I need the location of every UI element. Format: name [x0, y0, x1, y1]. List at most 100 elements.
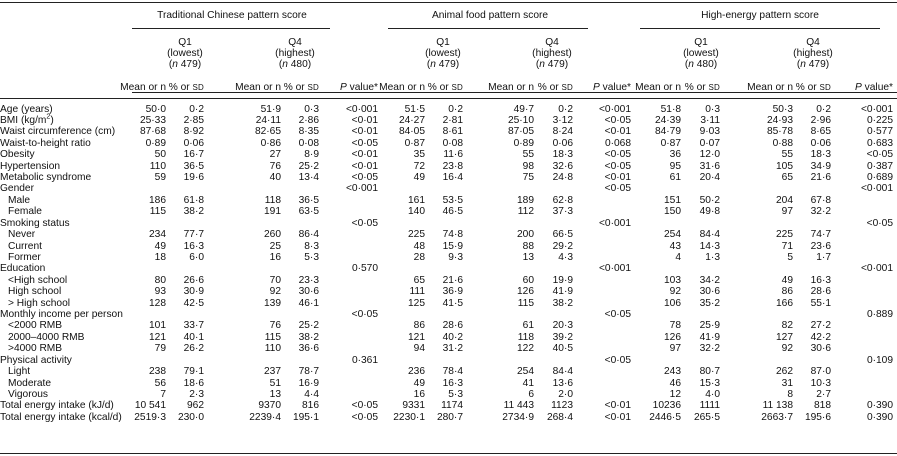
- value-cell: 97: [669, 343, 681, 355]
- value-cell: 25: [269, 240, 281, 252]
- value-cell: 39·2: [552, 331, 573, 343]
- value-cell: 78·7: [298, 366, 319, 378]
- p-value-cell: 0·689: [866, 172, 893, 184]
- value-cell: 80: [154, 274, 166, 286]
- col-header-13: Mean or n: [747, 82, 793, 93]
- value-cell: 115: [264, 331, 281, 343]
- row-label: High school: [8, 286, 62, 298]
- value-cell: 8·3: [304, 240, 319, 252]
- row-label: Metabolic syndrome: [0, 172, 92, 184]
- col-header-7: % or SD: [427, 82, 463, 93]
- value-cell: 2·85: [183, 114, 204, 126]
- value-cell: 79·1: [183, 366, 204, 378]
- value-cell: 14·3: [699, 240, 720, 252]
- value-cell: 16·3: [183, 240, 204, 252]
- value-cell: 112: [517, 206, 534, 218]
- row-label: 2000–4000 RMB: [8, 331, 85, 343]
- g2-q4-label: Q4: [545, 37, 559, 48]
- col-header-2: % or SD: [168, 82, 204, 93]
- value-cell: 42·5: [183, 297, 204, 309]
- p-value-cell: <0·01: [604, 172, 631, 184]
- value-cell: 6·0: [189, 251, 204, 263]
- row-label: >4000 RMB: [8, 343, 63, 355]
- value-cell: 25·2: [298, 320, 319, 332]
- p-value-cell: <0·01: [351, 160, 378, 172]
- col-header-9: % or SD: [537, 82, 573, 93]
- g3-q1-label: Q1: [694, 37, 708, 48]
- value-cell: 200: [517, 229, 534, 241]
- value-cell: 32·2: [810, 206, 831, 218]
- value-cell: 72: [413, 160, 425, 172]
- value-cell: 204: [776, 194, 793, 206]
- value-cell: 225: [776, 229, 793, 241]
- value-cell: 10236: [652, 400, 681, 412]
- p-value-cell: <0·05: [351, 309, 378, 321]
- value-cell: 8·24: [552, 126, 573, 138]
- p-value-cell: <0·01: [351, 126, 378, 138]
- value-cell: 87·68: [139, 126, 166, 138]
- value-cell: 12: [669, 389, 681, 400]
- p-value-cell: <0·001: [598, 103, 631, 115]
- value-cell: 42·2: [810, 331, 831, 343]
- value-cell: 0·2: [558, 103, 573, 115]
- p-value-cell: <0·05: [604, 114, 631, 126]
- value-cell: 0·08: [298, 137, 319, 149]
- value-cell: 110: [264, 343, 281, 355]
- value-cell: 30·6: [699, 286, 720, 298]
- value-cell: 40·2: [442, 331, 463, 343]
- value-cell: 60: [522, 274, 534, 286]
- value-cell: 1·3: [705, 251, 720, 263]
- value-cell: 0·88: [772, 137, 793, 149]
- p-value-cell: <0·05: [866, 217, 893, 229]
- value-cell: 61·8: [183, 194, 204, 206]
- value-cell: 9370: [258, 400, 281, 412]
- value-cell: 0·3: [304, 103, 319, 115]
- sub-header-rule: [132, 92, 897, 93]
- value-cell: 30·6: [810, 343, 831, 355]
- row-label: Physical activity: [0, 354, 72, 366]
- value-cell: 16: [413, 389, 425, 400]
- value-cell: 2·86: [298, 114, 319, 126]
- g1-q4-rank: (highest): [275, 48, 315, 59]
- value-cell: 86·4: [298, 229, 319, 241]
- value-cell: 10 541: [134, 400, 166, 412]
- value-cell: 2519·3: [134, 411, 166, 423]
- col-header-4: % or SD: [283, 82, 319, 93]
- value-cell: 21·6: [810, 172, 831, 184]
- value-cell: 65: [781, 172, 793, 184]
- row-label: Gender: [0, 183, 34, 195]
- row-label: > High school: [8, 297, 71, 309]
- value-cell: 85·78: [766, 126, 793, 138]
- bottom-rule: [0, 453, 897, 454]
- p-value-cell: <0·001: [345, 103, 378, 115]
- col-header-11: Mean or n: [635, 82, 681, 93]
- value-cell: 243: [664, 366, 681, 378]
- value-cell: 101: [149, 320, 166, 332]
- p-value-cell: <0·001: [345, 183, 378, 195]
- value-cell: 128: [149, 297, 166, 309]
- value-cell: 2·3: [189, 389, 204, 400]
- value-cell: 36·9: [442, 286, 463, 298]
- value-cell: 265·5: [693, 411, 720, 423]
- value-cell: 2·0: [558, 389, 573, 400]
- col-header-6: Mean or n: [379, 82, 425, 93]
- value-cell: 115: [149, 206, 166, 218]
- row-label: Vigorous: [8, 389, 49, 400]
- value-cell: 24·11: [255, 114, 281, 126]
- value-cell: 11·6: [443, 149, 463, 161]
- value-cell: 74·8: [442, 229, 463, 241]
- value-cell: 151: [664, 194, 681, 206]
- p-value-cell: <0·05: [351, 137, 378, 149]
- value-cell: 150: [664, 206, 681, 218]
- value-cell: 1·7: [816, 251, 831, 263]
- value-cell: 4·3: [558, 251, 573, 263]
- p-value-cell: 0·577: [866, 126, 893, 138]
- value-cell: 103: [664, 274, 681, 286]
- value-cell: 79: [154, 343, 166, 355]
- p-value-cell: 0·387: [866, 160, 893, 172]
- header-bottom-rule: [0, 98, 897, 99]
- value-cell: 74·7: [810, 229, 831, 241]
- value-cell: 161: [408, 194, 425, 206]
- g1-q1-n: (n 479): [168, 59, 202, 70]
- value-cell: 2·96: [810, 114, 831, 126]
